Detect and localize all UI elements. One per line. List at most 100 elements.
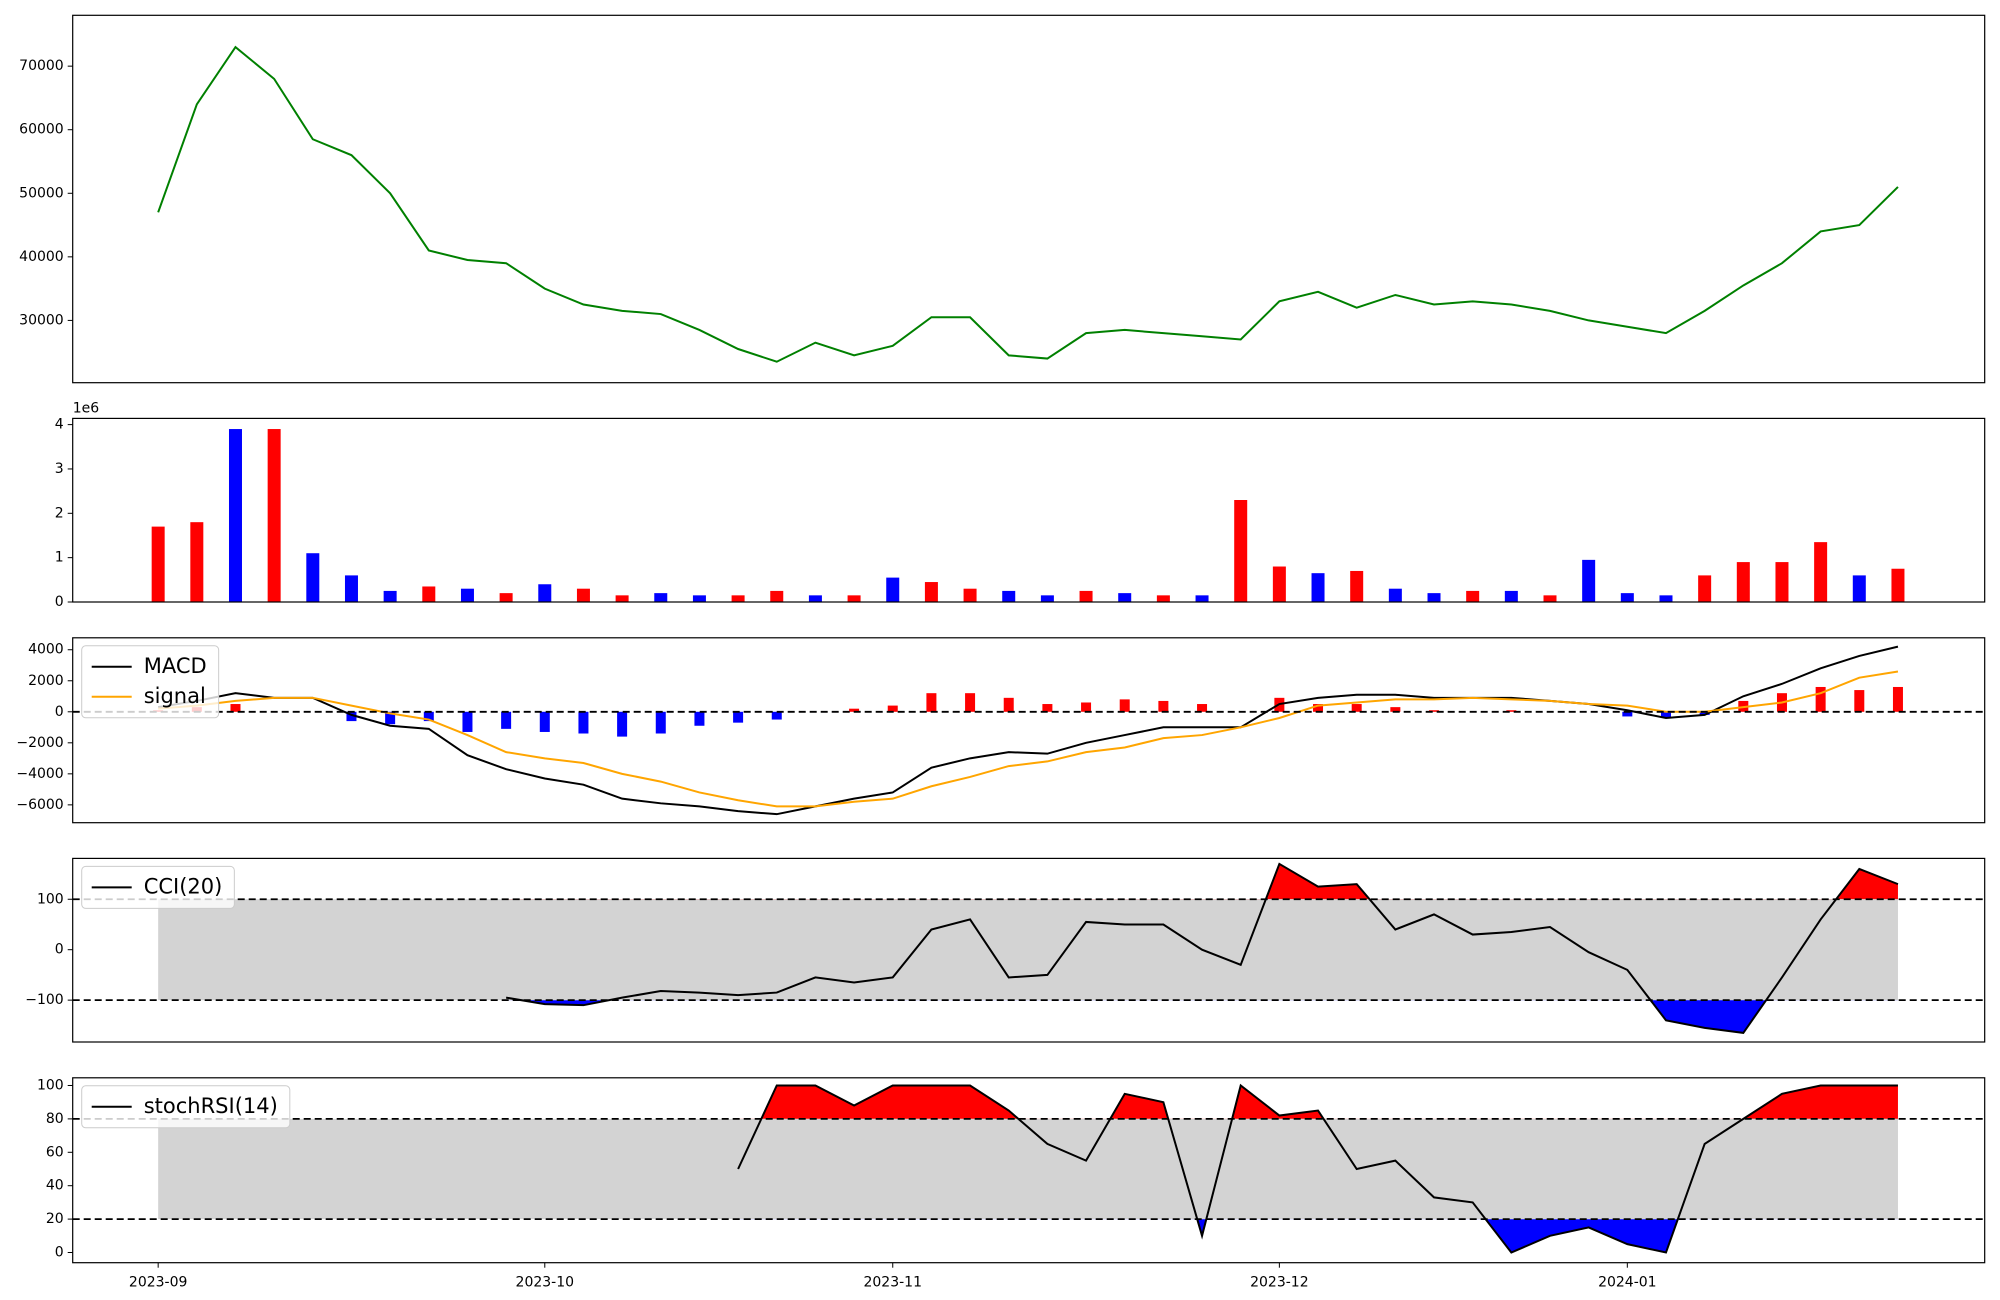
- bar: [1388, 588, 1402, 602]
- bar: [1852, 575, 1866, 602]
- y-tick-label: −4000: [16, 766, 63, 782]
- histogram-bar: [1042, 704, 1053, 712]
- y-tick-label: 4: [55, 417, 64, 433]
- bar: [1234, 500, 1248, 602]
- axes-frame: [72, 14, 1986, 384]
- bar: [886, 577, 900, 602]
- histogram-bar: [849, 708, 860, 712]
- histogram-bar: [1622, 711, 1633, 717]
- histogram-bar: [230, 704, 241, 712]
- histogram-bar: [423, 711, 434, 722]
- histogram-bar: [1390, 707, 1401, 712]
- histogram-bar: [501, 711, 512, 729]
- y-tick-label: 70000: [19, 58, 64, 74]
- bar: [770, 590, 784, 602]
- y-tick-label: −100: [25, 992, 63, 1008]
- legend-label: signal: [144, 684, 206, 708]
- histogram-bar: [617, 711, 628, 737]
- plot-area: [72, 645, 1985, 816]
- bar: [576, 588, 590, 602]
- histogram-bar: [1313, 704, 1324, 712]
- plot-area: [72, 1083, 1985, 1254]
- histogram-bar: [926, 693, 937, 712]
- bar: [1079, 590, 1093, 602]
- bar: [1466, 590, 1480, 602]
- legend-box: [81, 645, 220, 719]
- x-tick-label: 2023-10: [516, 1275, 575, 1291]
- histogram-bar: [346, 711, 357, 722]
- y-tick-label: 0: [55, 704, 64, 720]
- histogram-bar: [655, 711, 666, 734]
- histogram-bar: [1197, 704, 1208, 712]
- panel: −6000 −4000 −2000 0 2000 4000 MACD signal: [16, 637, 1986, 824]
- bar: [1736, 562, 1750, 602]
- histogram-bar: [965, 693, 976, 712]
- upper-fill: [1265, 863, 1898, 900]
- histogram-bar: [539, 711, 550, 732]
- histogram-bar: [578, 711, 589, 734]
- y-tick-label: 3: [55, 461, 64, 477]
- bar: [847, 595, 861, 602]
- series-line: [157, 45, 1899, 363]
- bar: [692, 595, 706, 602]
- bar: [228, 429, 242, 602]
- legend-label: stochRSI(14): [144, 1094, 278, 1118]
- axes-frame: [72, 417, 1986, 603]
- y-tick-label: 80: [46, 1111, 64, 1127]
- histogram-bar: [1815, 686, 1826, 712]
- histogram-bar: [1119, 699, 1130, 712]
- bar: [731, 595, 745, 602]
- bar: [460, 588, 474, 602]
- histogram-bar: [1892, 686, 1903, 712]
- axes-frame: [72, 1077, 1986, 1264]
- panel: 0 1 2 3 4 1e6: [55, 400, 1986, 610]
- histogram-bar: [462, 711, 473, 732]
- bar: [1195, 595, 1209, 602]
- bar: [267, 429, 281, 602]
- y-tick-label: 0: [55, 942, 64, 958]
- legend-label: CCI(20): [144, 874, 223, 898]
- y-tick-label: 30000: [19, 312, 64, 328]
- panel: 30000 40000 50000 60000 70000: [19, 14, 1986, 384]
- plot-area: [157, 45, 1899, 363]
- bar: [422, 586, 436, 602]
- y-tick-label: 60000: [19, 122, 64, 138]
- x-tick-label: 2023-12: [1250, 1275, 1309, 1291]
- bar: [1504, 590, 1518, 602]
- y-tick-label: 100: [37, 891, 64, 907]
- y-tick-label: 40: [46, 1178, 64, 1194]
- bar: [1427, 593, 1441, 602]
- histogram-bar: [1351, 704, 1362, 712]
- histogram-bar: [1429, 710, 1440, 712]
- bar: [538, 584, 552, 602]
- y-tick-label: 20: [46, 1211, 64, 1227]
- histogram-bar: [1081, 702, 1092, 712]
- axes-frame: [72, 857, 1986, 1043]
- bar: [615, 595, 629, 602]
- bar: [963, 588, 977, 602]
- panel: −100 0 100 CCI(20): [25, 857, 1986, 1043]
- histogram-bar: [385, 711, 396, 725]
- y-tick-label: −2000: [16, 735, 63, 751]
- legend-box: [81, 865, 235, 909]
- bar: [1311, 573, 1325, 602]
- bar: [190, 522, 204, 602]
- y-tick-label: 50000: [19, 185, 64, 201]
- bar: [1272, 566, 1286, 602]
- plot-area: [151, 429, 1905, 602]
- bar: [654, 593, 668, 602]
- bar: [1002, 590, 1016, 602]
- histogram-bar: [1699, 711, 1710, 715]
- bar: [1775, 562, 1789, 602]
- series-line: [737, 1083, 1898, 1254]
- bar: [499, 593, 513, 602]
- upper-fill: [761, 1085, 1898, 1119]
- x-tick-label: 2023-11: [863, 1275, 922, 1291]
- axes-frame: [72, 637, 1986, 824]
- plot-area: [72, 862, 1985, 1034]
- histogram-bar: [771, 711, 782, 720]
- bar: [1156, 595, 1170, 602]
- threshold-band: [158, 899, 1898, 1001]
- bar: [1814, 542, 1828, 602]
- series-line: [158, 645, 1899, 816]
